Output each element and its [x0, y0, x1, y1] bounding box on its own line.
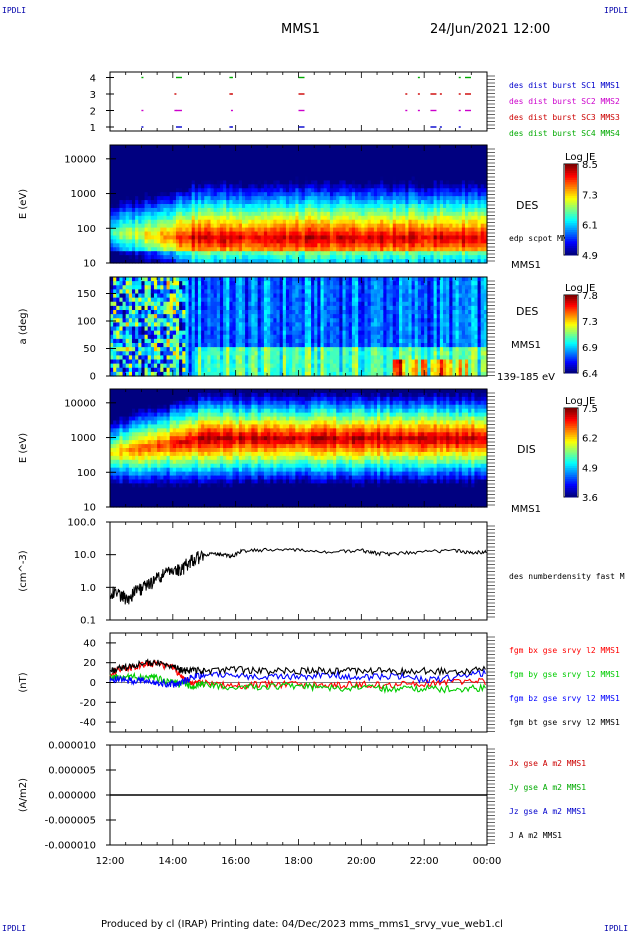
- y-tick-label: 1000: [71, 189, 96, 200]
- des-pitch-colorbar-title: Log JE: [565, 283, 595, 294]
- y-tick-label: 1: [90, 123, 96, 134]
- des-pitch-right-label-2: MMS1: [511, 340, 541, 351]
- current-legend-entry: Jx gse A m2 MMS1: [509, 759, 586, 768]
- y-tick-label: 50: [83, 344, 96, 355]
- dis-energy-colorbar-tick-label: 4.9: [582, 463, 598, 474]
- fgm-series-line: [109, 671, 486, 695]
- current-legend-entry: Jz gse A m2 MMS1: [509, 807, 586, 816]
- des-energy-heatmap-cells: [110, 145, 488, 264]
- y-tick-label: 0.000000: [48, 791, 96, 802]
- density-y-axis-label: (cm^-3): [18, 550, 29, 591]
- y-tick-label: 40: [83, 638, 96, 649]
- dis-energy-y-axis-label: E (eV): [18, 433, 29, 463]
- fgm-legend-entry: fgm bz gse srvy l2 MMS1: [509, 694, 620, 703]
- fgm-legend-entry: fgm by gse srvy l2 MMS1: [509, 670, 620, 679]
- des-energy-right-label: DES: [516, 199, 538, 212]
- availability-legend-entry: des dist burst SC1 MMS1: [509, 81, 620, 90]
- y-tick-label: 0.1: [80, 616, 96, 627]
- y-tick-label: 0.000005: [48, 766, 96, 777]
- footer-credit: Produced by cl (IRAP) Printing date: 04/…: [101, 919, 503, 930]
- dis-energy-colorbar-tick-label: 3.6: [582, 493, 598, 504]
- density-legend-entry: des numberdensity fast M: [509, 572, 625, 581]
- des-energy-colorbar-tick-label: 8.5: [582, 160, 598, 171]
- des-energy-note: edp scpot MMS1: [509, 234, 577, 243]
- des-pitch-colorbar-tick-label: 6.4: [582, 369, 598, 380]
- y-tick-label: 1000: [71, 433, 96, 444]
- current-legend-entry: J A m2 MMS1: [509, 831, 562, 840]
- y-tick-label: 100: [77, 317, 96, 328]
- des-energy-colorbar-title: Log JE: [565, 152, 595, 163]
- y-tick-label: 2: [90, 107, 96, 118]
- des-energy-bottom-label: MMS1: [511, 260, 541, 271]
- y-tick-label: 1.0: [80, 583, 96, 594]
- x-tick-label: 12:00: [96, 856, 125, 867]
- dis-energy-right-label: DIS: [517, 443, 536, 456]
- y-tick-label: 0: [90, 678, 96, 689]
- des-energy-y-axis-label: E (eV): [18, 189, 29, 219]
- des-energy-colorbar-tick-label: 6.1: [582, 221, 598, 232]
- y-tick-label: -20: [80, 698, 96, 709]
- y-tick-label: -40: [80, 718, 96, 729]
- y-tick-label: 150: [77, 289, 96, 300]
- y-tick-label: 4: [90, 74, 96, 85]
- dis-energy-heatmap-cells: [110, 389, 488, 508]
- y-tick-label: -0.000005: [45, 816, 96, 827]
- y-tick-label: -0.000010: [45, 841, 96, 852]
- y-tick-label: 20: [83, 658, 96, 669]
- des-pitch-colorbar: [565, 295, 577, 374]
- dis-energy-colorbar-tick-label: 6.2: [582, 434, 598, 445]
- corner-label-bottom-left: IPDLI: [2, 924, 27, 933]
- dis-energy-colorbar: [565, 408, 577, 498]
- des-pitch-colorbar-tick-label: 6.9: [582, 343, 598, 354]
- des-pitch-y-axis-label: a (deg): [18, 308, 29, 344]
- x-tick-label: 20:00: [347, 856, 376, 867]
- availability-frame: [109, 71, 488, 132]
- density-line: [109, 547, 487, 605]
- plot-datetime: 24/Jun/2021 12:00: [430, 22, 551, 37]
- x-tick-label: 16:00: [221, 856, 250, 867]
- y-tick-label: 3: [90, 90, 96, 101]
- y-tick-label: 100.0: [67, 518, 96, 529]
- x-tick-label: 22:00: [410, 856, 439, 867]
- des-pitch-heatmap-cells: [110, 277, 488, 377]
- y-tick-label: 100: [77, 224, 96, 235]
- dis-energy-colorbar-title: Log JE: [565, 396, 595, 407]
- x-tick-label: 00:00: [473, 856, 502, 867]
- fgm-series-line: [109, 668, 486, 688]
- mission-title: MMS1: [281, 22, 320, 37]
- y-tick-label: 10000: [64, 398, 96, 409]
- dis-energy-bottom-label: MMS1: [511, 504, 541, 515]
- des-pitch-colorbar-tick-label: 7.3: [582, 317, 598, 328]
- fgm-legend-entry: fgm bx gse srvy l2 MMS1: [509, 646, 620, 655]
- corner-label-bottom-right: IPDLI: [604, 924, 629, 933]
- des-pitch-colorbar-tick-label: 7.8: [582, 291, 598, 302]
- x-tick-label: 14:00: [158, 856, 187, 867]
- y-tick-label: 0: [90, 372, 96, 383]
- y-tick-label: 10000: [64, 154, 96, 165]
- availability-legend-entry: des dist burst SC3 MMS3: [509, 113, 620, 122]
- dis-energy-colorbar-tick-label: 7.5: [582, 404, 598, 415]
- availability-legend-entry: des dist burst SC2 MMS2: [509, 97, 620, 106]
- y-tick-label: 0.000010: [48, 741, 96, 752]
- y-tick-label: 100: [77, 468, 96, 479]
- current-y-axis-label: (A/m2): [18, 778, 29, 812]
- des-energy-colorbar-tick-label: 7.3: [582, 190, 598, 201]
- des-pitch-bottom-label: 139-185 eV: [497, 372, 555, 383]
- x-tick-label: 18:00: [284, 856, 313, 867]
- des-pitch-right-label: DES: [516, 305, 538, 318]
- fgm-y-axis-label: (nT): [18, 672, 29, 692]
- des-energy-colorbar: [565, 164, 577, 256]
- des-energy-colorbar-tick-label: 4.9: [582, 251, 598, 262]
- current-legend-entry: Jy gse A m2 MMS1: [509, 783, 586, 792]
- y-tick-label: 10.0: [74, 550, 96, 561]
- availability-legend-entry: des dist burst SC4 MMS4: [509, 129, 620, 138]
- fgm-series-line: [109, 658, 486, 677]
- y-tick-label: 10: [83, 259, 96, 270]
- corner-label-top-right: IPDLI: [604, 6, 629, 15]
- corner-label-top-left: IPDLI: [2, 6, 27, 15]
- y-tick-label: 10: [83, 503, 96, 514]
- fgm-legend-entry: fgm bt gse srvy l2 MMS1: [509, 718, 620, 727]
